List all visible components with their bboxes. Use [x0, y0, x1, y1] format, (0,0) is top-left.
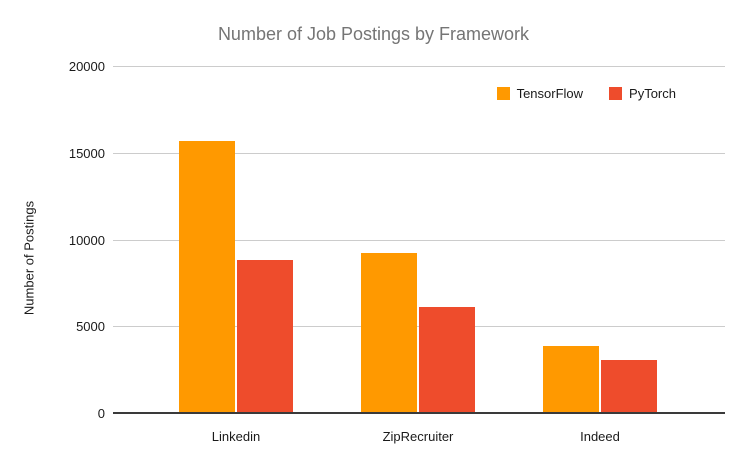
legend-label-pytorch: PyTorch [629, 86, 676, 101]
bar-tensorflow-indeed [543, 346, 599, 413]
y-axis-title: Number of Postings [21, 200, 37, 316]
legend-swatch-pytorch [609, 87, 623, 100]
y-tick-label: 15000 [68, 145, 105, 161]
y-tick-label: 0 [97, 406, 105, 421]
bar-tensorflow-linkedin [179, 141, 235, 413]
legend-item-pytorch: PyTorch [609, 86, 676, 101]
x-axis-label-indeed: Indeed [580, 429, 620, 444]
gridline-10000 [113, 239, 725, 241]
x-axis-label-ziprecruiter: ZipRecruiter [382, 429, 454, 444]
y-tick-label: 5000 [76, 319, 105, 335]
legend: TensorFlow PyTorch [496, 86, 676, 101]
bar-tensorflow-ziprecruiter [361, 253, 417, 413]
chart-title: Number of Job Postings by Framework [217, 24, 530, 44]
bar-pytorch-ziprecruiter [419, 307, 475, 413]
x-axis-label-linkedin: Linkedin [211, 429, 261, 444]
gridline-15000 [113, 152, 725, 154]
legend-swatch-tensorflow [496, 87, 510, 100]
gridline-20000 [113, 66, 725, 67]
bar-pytorch-indeed [601, 360, 657, 413]
legend-item-tensorflow: TensorFlow [496, 86, 584, 101]
bar-pytorch-linkedin [237, 260, 293, 413]
x-axis-line [113, 412, 725, 414]
y-tick-label: 20000 [68, 59, 105, 74]
legend-label-tensorflow: TensorFlow [516, 86, 584, 101]
y-tick-label: 10000 [68, 232, 105, 248]
